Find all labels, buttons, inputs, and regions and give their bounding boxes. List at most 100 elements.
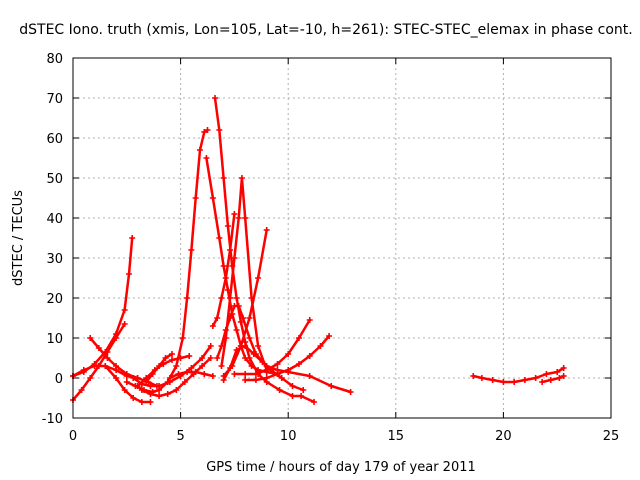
- series-13: [212, 95, 318, 405]
- x-axis-label: GPS time / hours of day 179 of year 2011: [206, 460, 476, 475]
- data-point: [521, 377, 528, 383]
- data-point: [104, 355, 111, 361]
- data-point: [218, 295, 225, 301]
- data-point: [186, 353, 193, 359]
- y-tick-label: 10: [46, 332, 63, 347]
- data-point: [80, 367, 87, 373]
- data-point: [311, 399, 318, 405]
- x-tick-label: 10: [280, 429, 297, 444]
- x-tick-label: 15: [388, 429, 405, 444]
- data-point: [556, 375, 563, 381]
- data-point: [113, 363, 120, 369]
- data-point: [224, 223, 231, 229]
- data-point: [328, 383, 335, 389]
- data-point: [233, 295, 240, 301]
- data-point: [263, 367, 270, 373]
- data-point: [285, 367, 292, 373]
- data-point: [121, 307, 128, 313]
- y-tick-label: 30: [46, 252, 63, 267]
- axis-ticks: 0 5 10 15 20 25 -10 0 10 20 30 40 50 60 70 80: [42, 52, 620, 444]
- data-point: [220, 175, 227, 181]
- data-point: [201, 371, 208, 377]
- data-point: [173, 363, 180, 369]
- data-point: [489, 377, 496, 383]
- y-axis-label: dSTEC / TECUs: [11, 190, 26, 286]
- data-point: [204, 127, 211, 133]
- x-tick-label: 25: [603, 429, 620, 444]
- data-point: [173, 387, 180, 393]
- data-point: [138, 399, 145, 405]
- series-21: [470, 365, 567, 385]
- data-point: [129, 235, 136, 241]
- data-point: [231, 371, 238, 377]
- series-18: [220, 227, 270, 379]
- data-point: [306, 373, 313, 379]
- data-point: [201, 129, 208, 135]
- data-point: [295, 361, 302, 367]
- series-22: [539, 373, 567, 385]
- data-point: [222, 275, 229, 281]
- data-point: [156, 363, 163, 369]
- data-point: [285, 351, 292, 357]
- data-point: [543, 371, 550, 377]
- data-point: [87, 375, 94, 381]
- data-point: [229, 363, 236, 369]
- data-point: [113, 335, 120, 341]
- data-point: [121, 387, 128, 393]
- data-point: [207, 343, 214, 349]
- data-point: [274, 371, 281, 377]
- data-point: [252, 371, 259, 377]
- data-point: [470, 373, 477, 379]
- series-trace: [125, 128, 209, 394]
- data-point: [214, 315, 221, 321]
- data-point: [87, 335, 94, 341]
- x-tick-label: 20: [495, 429, 512, 444]
- y-tick-label: 70: [46, 92, 63, 107]
- grid: [73, 58, 611, 418]
- data-point: [95, 345, 102, 351]
- chart-title: dSTEC Iono. truth (xmis, Lon=105, Lat=-1…: [19, 22, 632, 38]
- data-point: [168, 357, 175, 363]
- data-point: [168, 351, 175, 357]
- data-point: [235, 215, 242, 221]
- data-point: [238, 175, 245, 181]
- y-tick-label: 80: [46, 52, 63, 67]
- data-point: [233, 327, 240, 333]
- data-point: [179, 335, 186, 341]
- data-point: [220, 373, 227, 379]
- data-point: [184, 295, 191, 301]
- data-point: [143, 379, 150, 385]
- data-point: [207, 355, 214, 361]
- data-point: [235, 303, 242, 309]
- data-point: [532, 375, 539, 381]
- series-6: [123, 127, 211, 395]
- x-tick-label: 5: [176, 429, 184, 444]
- data-point: [214, 355, 221, 361]
- data-point: [263, 375, 270, 381]
- data-point: [240, 315, 247, 321]
- data-point: [255, 275, 262, 281]
- data-point: [317, 343, 324, 349]
- data-point: [147, 399, 154, 405]
- series-4: [87, 335, 160, 389]
- data-point: [188, 247, 195, 253]
- series-19: [231, 317, 313, 377]
- y-tick-label: 0: [55, 372, 63, 387]
- data-point: [222, 335, 229, 341]
- data-point: [255, 343, 262, 349]
- y-tick-label: -10: [42, 412, 63, 427]
- x-tick-label: 0: [69, 429, 77, 444]
- data-point: [147, 391, 154, 397]
- data-point: [209, 323, 216, 329]
- data-point: [192, 369, 199, 375]
- series-trace: [71, 322, 126, 402]
- data-point: [134, 383, 141, 389]
- y-tick-label: 40: [46, 212, 63, 227]
- data-point: [289, 393, 296, 399]
- data-point: [209, 373, 216, 379]
- data-point: [177, 355, 184, 361]
- data-point: [212, 95, 219, 101]
- y-tick-label: 60: [46, 132, 63, 147]
- data-point: [125, 271, 132, 277]
- data-point: [147, 383, 154, 389]
